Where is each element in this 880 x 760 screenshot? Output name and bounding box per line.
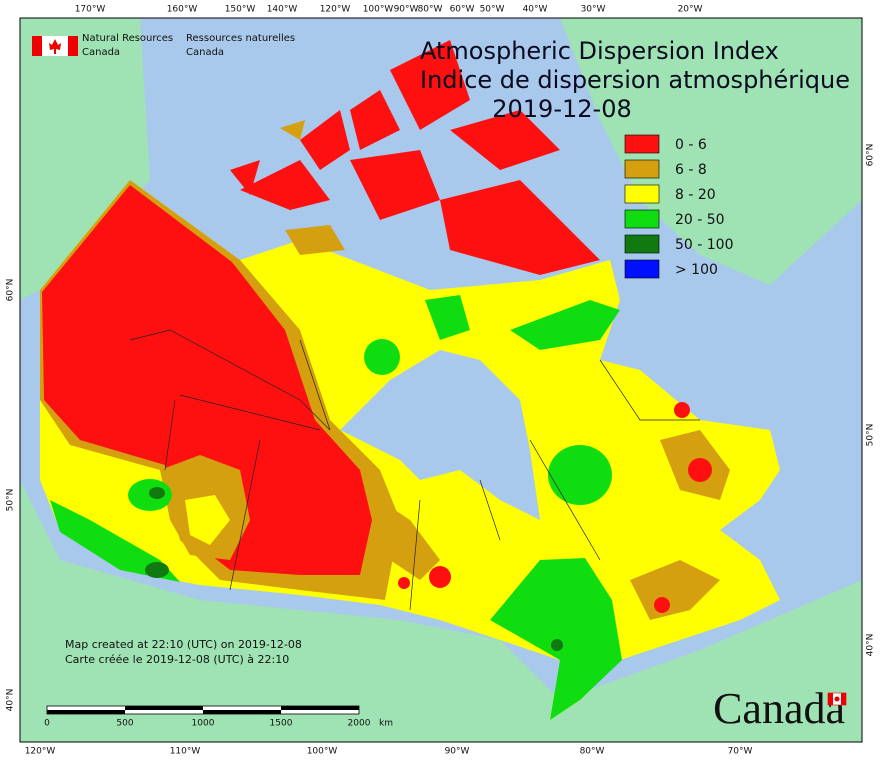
latitude-label: 50°N — [866, 424, 876, 447]
logo-text: Natural Resources — [82, 33, 173, 44]
scale-segment — [281, 706, 359, 710]
latitude-label: 60°N — [6, 279, 16, 302]
longitude-label: 100°W — [307, 747, 338, 757]
zone-index-8-20 — [185, 495, 230, 545]
wordmark-leaf — [834, 696, 840, 702]
latitude-label: 40°N — [6, 689, 16, 712]
logo-text: Canada — [82, 47, 120, 58]
legend-label: 6 - 8 — [675, 162, 707, 178]
zone-index-50-100 — [145, 562, 169, 578]
hudson-bay — [340, 350, 540, 520]
scale-label: 2000 — [348, 719, 371, 729]
scale-segment — [203, 710, 281, 714]
zone-index-0-6 — [429, 566, 451, 588]
map-body — [20, 18, 862, 742]
legend-swatch — [624, 184, 660, 204]
scale-label: 1500 — [270, 719, 293, 729]
longitude-label: 150°W — [225, 5, 256, 15]
graticule-labels: 170°W 160°W 150°W 140°W 120°W 100°W 90°W 80°W 60… — [6, 5, 876, 757]
title: Atmospheric Dispersion Index — [420, 37, 779, 65]
map-frame — [19, 17, 863, 743]
alaska — [20, 18, 150, 300]
longitude-label: 30°W — [581, 5, 606, 15]
zone-index-20-50 — [490, 558, 622, 720]
zone-index-20-50 — [510, 300, 620, 350]
province-boundaries — [129, 329, 700, 611]
scale-label: 500 — [116, 719, 133, 729]
wordmark-flag-band — [841, 693, 846, 705]
date: 2019-12-08 — [492, 95, 631, 123]
maple-leaf — [49, 39, 61, 54]
logo-text: Ressources naturelles — [186, 33, 295, 44]
credit: Carte créée le 2019-12-08 (UTC) à 22:10 — [65, 653, 289, 666]
legend-swatch — [624, 259, 660, 279]
credit: Map created at 22:10 (UTC) on 2019-12-08 — [65, 638, 302, 651]
longitude-label: 110°W — [170, 747, 201, 757]
scale-segment — [47, 710, 125, 714]
latitude-label: 50°N — [6, 489, 16, 512]
longitude-label: 40°W — [523, 5, 548, 15]
zone-index-6-8 — [375, 500, 440, 580]
scale-unit: km — [379, 719, 393, 729]
longitude-label: 80°W — [418, 5, 443, 15]
longitude-label: 120°W — [25, 747, 56, 757]
legend-swatch — [624, 134, 660, 154]
zone-index-0-6 — [688, 458, 712, 482]
zone-index-0-6 — [654, 597, 670, 613]
longitude-label: 70°W — [728, 747, 753, 757]
scale-label: 1000 — [192, 719, 215, 729]
arctic-index-6-8 — [280, 120, 345, 255]
zone-index-0-6 — [398, 577, 410, 589]
longitude-label: 170°W — [75, 5, 106, 15]
legend-label: 20 - 50 — [675, 212, 725, 228]
longitude-label: 140°W — [267, 5, 298, 15]
longitude-label: 160°W — [167, 5, 198, 15]
legend-label: 50 - 100 — [675, 237, 734, 253]
logo-text: Canada — [186, 47, 224, 58]
longitude-label: 90°W — [445, 747, 470, 757]
legend-label: > 100 — [675, 262, 718, 278]
zone-index-0-6 — [674, 402, 690, 418]
legend-swatch — [624, 159, 660, 179]
longitude-label: 50°W — [480, 5, 505, 15]
zone-index-20-50 — [50, 500, 180, 582]
longitude-label: 80°W — [580, 747, 605, 757]
arctic-index-0-6 — [230, 40, 600, 275]
legend-swatch — [624, 234, 660, 254]
zone-index-20-50 — [548, 445, 612, 505]
legend-label: 8 - 20 — [675, 187, 716, 203]
zone-index-50-100 — [551, 639, 563, 651]
longitude-label: 100°W — [363, 5, 394, 15]
flag-band — [32, 36, 42, 56]
scale-bar: 0 500 1000 1500 2000 km — [44, 705, 393, 729]
zone-index-0-6 — [42, 185, 372, 575]
latitude-label: 60°N — [866, 144, 876, 167]
latitude-label: 40°N — [866, 634, 876, 657]
scale-label: 0 — [44, 719, 50, 729]
longitude-label: 60°W — [450, 5, 475, 15]
legend-label: 0 - 6 — [675, 137, 707, 153]
longitude-label: 90°W — [394, 5, 419, 15]
longitude-label: 120°W — [320, 5, 351, 15]
zone-index-6-8 — [630, 560, 720, 620]
longitude-label: 20°W — [678, 5, 703, 15]
nrcan-logo: Natural Resources Canada Ressources natu… — [32, 33, 295, 58]
title: Indice de dispersion atmosphérique — [420, 66, 850, 94]
legend-swatch — [624, 209, 660, 229]
zone-index-20-50 — [425, 295, 470, 340]
zone-index-50-100 — [149, 487, 165, 499]
legend: 0 - 6 6 - 8 8 - 20 20 - 50 50 - 100 > 100 — [624, 134, 734, 279]
united-states — [20, 480, 862, 742]
zone-index-20-50 — [364, 339, 400, 375]
scale-segment — [125, 706, 203, 710]
flag-band — [68, 36, 78, 56]
canada-wordmark: Canada — [713, 684, 845, 733]
wordmark-flag-band — [828, 693, 833, 705]
greenland — [560, 18, 862, 285]
